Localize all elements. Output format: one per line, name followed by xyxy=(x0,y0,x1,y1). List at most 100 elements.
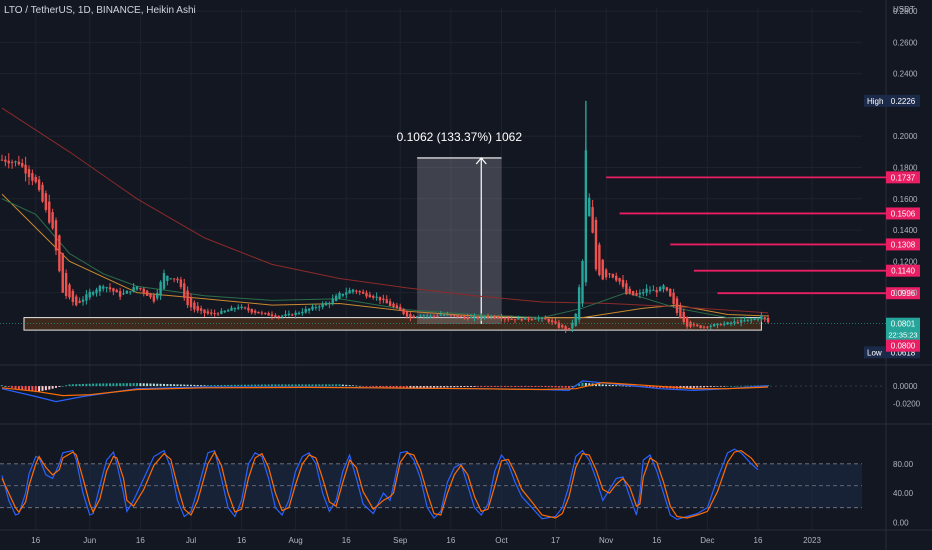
candle-body xyxy=(186,290,189,306)
macd-histogram-bar xyxy=(510,386,513,387)
macd-histogram-bar xyxy=(719,386,722,387)
macd-histogram-bar xyxy=(92,383,95,387)
macd-histogram-bar xyxy=(409,386,412,388)
candle-body xyxy=(368,294,372,298)
macd-histogram-bar xyxy=(588,383,591,387)
zone-layer xyxy=(23,317,762,331)
macd-histogram-bar xyxy=(385,386,388,388)
macd-histogram-bar xyxy=(584,382,587,387)
candle-body xyxy=(149,293,152,298)
candle-body xyxy=(112,288,115,292)
low-label: Low xyxy=(867,348,882,357)
macd-histogram-bar xyxy=(11,386,14,388)
candle-body xyxy=(270,314,274,317)
candle-body xyxy=(665,287,669,291)
macd-histogram-bar xyxy=(395,386,398,388)
x-tick-label: Jun xyxy=(83,536,96,545)
candle-body xyxy=(459,316,463,318)
macd-histogram-bar xyxy=(497,386,500,387)
candle-body xyxy=(588,197,591,217)
candle-body xyxy=(399,306,402,311)
macd-histogram-bar xyxy=(34,386,37,393)
macd-histogram-bar xyxy=(709,386,712,387)
candle-body xyxy=(554,321,557,324)
last-price-tag xyxy=(886,317,920,341)
macd-histogram-bar xyxy=(554,386,557,388)
macd-histogram-bar xyxy=(55,386,57,388)
candle-body xyxy=(561,325,564,328)
stochastic-line xyxy=(1,448,759,521)
candle-body xyxy=(473,316,476,318)
macd-histogram-bar xyxy=(311,384,314,387)
candle-body xyxy=(382,298,385,300)
macd-histogram-bar xyxy=(301,384,304,387)
candle-body xyxy=(544,318,547,320)
candle-body xyxy=(237,307,240,309)
candle-body xyxy=(577,287,581,320)
candle-body xyxy=(466,316,469,319)
macd-histogram-bar xyxy=(308,384,311,387)
level-layer: 0.1737 0.1506 0.1308 0.1140 0.0996 High 0.2226… xyxy=(0,94,920,359)
candle-body xyxy=(68,284,71,298)
candle-body xyxy=(213,313,216,315)
candle-body xyxy=(243,307,247,309)
macd-histogram-bar xyxy=(740,385,743,387)
macd-histogram-bar xyxy=(453,386,456,388)
candle-body xyxy=(476,316,480,319)
macd-histogram-bar xyxy=(568,386,570,388)
macd-histogram-bar xyxy=(169,384,172,387)
candle-body xyxy=(709,325,712,327)
chart-title: LTO / TetherUS, 1D, BINANCE, Heikin Ashi xyxy=(4,5,196,16)
candle-body xyxy=(314,307,318,309)
macd-histogram-bar xyxy=(190,384,192,387)
macd-histogram-bar xyxy=(392,386,395,388)
y-tick-label: 0.1800 xyxy=(893,163,918,172)
macd-histogram-bar xyxy=(109,383,111,387)
x-tick-label: 16 xyxy=(31,536,40,545)
candle-body xyxy=(453,314,456,316)
candle-body xyxy=(766,317,770,323)
candle-body xyxy=(442,314,446,316)
candle-body xyxy=(172,278,176,280)
macd-histogram-bar xyxy=(163,383,165,387)
macd-histogram-bar xyxy=(615,385,618,387)
macd-histogram-bar xyxy=(750,385,753,387)
macd-histogram-bar xyxy=(487,386,489,387)
macd-histogram-bar xyxy=(220,385,223,387)
candle-body xyxy=(291,314,294,316)
level-price-label: 0.1737 xyxy=(891,173,916,182)
candle-body xyxy=(31,173,34,181)
candle-body xyxy=(240,306,243,309)
candle-body xyxy=(75,296,78,306)
macd-histogram-bar xyxy=(122,383,125,387)
high-label: High xyxy=(867,97,883,106)
candle-body xyxy=(162,273,166,289)
candle-body xyxy=(402,308,405,315)
macd-histogram-bar xyxy=(115,383,118,387)
macd-histogram-bar xyxy=(186,384,189,387)
candle-body xyxy=(152,295,156,302)
candle-body xyxy=(125,290,129,294)
macd-histogram-bar xyxy=(338,384,341,387)
macd-histogram-bar xyxy=(71,384,74,387)
candle-body xyxy=(395,305,399,309)
stoch-y-tick-label: 0.00 xyxy=(893,518,909,527)
candle-body xyxy=(763,317,766,319)
macd-histogram-bar xyxy=(281,384,284,387)
candle-body xyxy=(689,321,692,327)
macd-histogram-bar xyxy=(470,386,473,387)
macd-histogram-bar xyxy=(132,383,135,387)
y-tick-label: 0.1400 xyxy=(893,226,918,235)
macd-histogram-bar xyxy=(730,386,732,387)
x-tick-label: Dec xyxy=(700,536,714,545)
measure-layer: 0.1062 (133.37%) 1062 xyxy=(397,130,522,325)
macd-histogram-bar xyxy=(595,383,597,387)
candle-body xyxy=(706,326,709,328)
candle-body xyxy=(14,161,17,163)
level-price-tag xyxy=(886,171,920,184)
candle-body xyxy=(85,294,88,301)
level-price-tag xyxy=(886,264,920,277)
candle-body xyxy=(604,269,608,278)
candle-body xyxy=(618,278,621,282)
candle-body xyxy=(233,308,237,310)
